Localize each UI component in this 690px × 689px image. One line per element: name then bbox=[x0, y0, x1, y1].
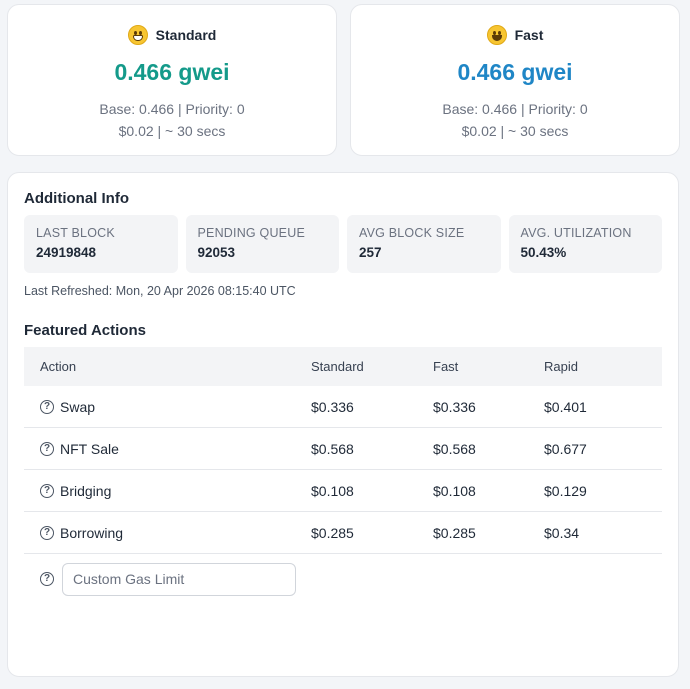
last-refreshed: Last Refreshed: Mon, 20 Apr 2026 08:15:4… bbox=[24, 284, 296, 298]
rapid-cost: $0.401 bbox=[544, 398, 587, 415]
table-row: ? Swap $0.336 $0.336 $0.401 bbox=[24, 386, 662, 428]
fast-cost-time: $0.02 | ~ 30 secs bbox=[461, 123, 569, 139]
table-row: ? Borrowing $0.285 $0.285 $0.34 bbox=[24, 512, 662, 554]
standard-header: Standard bbox=[8, 23, 336, 47]
column-header-standard: Standard bbox=[311, 359, 364, 374]
fast-gas-card: Fast 0.466 gwei Base: 0.466 | Priority: … bbox=[350, 4, 680, 156]
action-name: Borrowing bbox=[60, 524, 124, 541]
stat-label: LAST BLOCK bbox=[36, 226, 115, 240]
smiling-face-icon bbox=[486, 25, 507, 45]
standard-cost: $0.568 bbox=[311, 440, 354, 457]
stat-avg-block-size: AVG BLOCK SIZE 257 bbox=[347, 215, 501, 273]
table-row: ? Bridging $0.108 $0.108 $0.129 bbox=[24, 470, 662, 512]
table-header: Action Standard Fast Rapid bbox=[24, 347, 662, 386]
action-name: Swap bbox=[60, 398, 96, 415]
standard-cost: $0.285 bbox=[311, 524, 354, 541]
additional-info-card: Additional Info LAST BLOCK 24919848 PEND… bbox=[7, 172, 679, 677]
standard-cost: $0.336 bbox=[311, 398, 354, 415]
stat-label: PENDING QUEUE bbox=[197, 226, 305, 240]
standard-gas-card: Standard 0.466 gwei Base: 0.466 | Priori… bbox=[7, 4, 337, 156]
rapid-cost: $0.677 bbox=[544, 440, 587, 457]
additional-info-title: Additional Info bbox=[24, 190, 129, 207]
fast-cost: $0.336 bbox=[433, 398, 476, 415]
standard-cost: $0.108 bbox=[311, 482, 354, 499]
question-circle-icon[interactable]: ? bbox=[40, 399, 54, 414]
fast-cost: $0.568 bbox=[433, 440, 476, 457]
tier-name: Standard bbox=[155, 27, 217, 43]
fast-header: Fast bbox=[351, 23, 679, 47]
column-header-fast: Fast bbox=[433, 359, 459, 374]
question-circle-icon[interactable]: ? bbox=[40, 483, 54, 498]
standard-price: 0.466 gwei bbox=[114, 59, 230, 85]
stats-row: LAST BLOCK 24919848 PENDING QUEUE 92053 … bbox=[24, 215, 662, 273]
stat-avg-utilization: AVG. UTILIZATION 50.43% bbox=[508, 215, 662, 273]
fast-cost: $0.108 bbox=[433, 482, 476, 499]
stat-label: AVG BLOCK SIZE bbox=[359, 226, 465, 240]
stat-value: 24919848 bbox=[36, 245, 97, 260]
grinning-face-icon bbox=[127, 25, 148, 45]
featured-actions-table: Action Standard Fast Rapid ? Swap $0.336… bbox=[24, 347, 662, 604]
stat-value: 50.43% bbox=[520, 245, 567, 260]
fast-price: 0.466 gwei bbox=[457, 59, 573, 85]
stat-label: AVG. UTILIZATION bbox=[520, 226, 632, 240]
rapid-cost: $0.129 bbox=[544, 482, 587, 499]
custom-gas-row: ? bbox=[24, 554, 662, 604]
action-cell: ? Swap bbox=[24, 399, 311, 415]
column-header-action: Action bbox=[40, 359, 77, 374]
standard-cost-time: $0.02 | ~ 30 secs bbox=[118, 123, 226, 139]
action-cell: ? Borrowing bbox=[24, 525, 311, 541]
custom-gas-limit-input[interactable] bbox=[62, 562, 296, 596]
featured-actions-title: Featured Actions bbox=[24, 322, 146, 339]
action-name: Bridging bbox=[60, 482, 112, 499]
standard-base-priority: Base: 0.466 | Priority: 0 bbox=[99, 101, 245, 117]
column-header-rapid: Rapid bbox=[544, 359, 578, 374]
stat-pending-queue: PENDING QUEUE 92053 bbox=[185, 215, 339, 273]
question-circle-icon[interactable]: ? bbox=[40, 572, 54, 586]
stat-value: 257 bbox=[359, 245, 382, 260]
action-cell: ? NFT Sale bbox=[24, 441, 311, 457]
action-name: NFT Sale bbox=[60, 440, 119, 457]
fast-base-priority: Base: 0.466 | Priority: 0 bbox=[442, 101, 588, 117]
stat-value: 92053 bbox=[197, 245, 236, 260]
question-circle-icon[interactable]: ? bbox=[40, 525, 54, 540]
rapid-cost: $0.34 bbox=[544, 524, 580, 541]
stat-last-block: LAST BLOCK 24919848 bbox=[24, 215, 178, 273]
question-circle-icon[interactable]: ? bbox=[40, 441, 54, 456]
fast-cost: $0.285 bbox=[433, 524, 476, 541]
tier-name: Fast bbox=[514, 27, 544, 43]
table-row: ? NFT Sale $0.568 $0.568 $0.677 bbox=[24, 428, 662, 470]
action-cell: ? Bridging bbox=[24, 483, 311, 499]
